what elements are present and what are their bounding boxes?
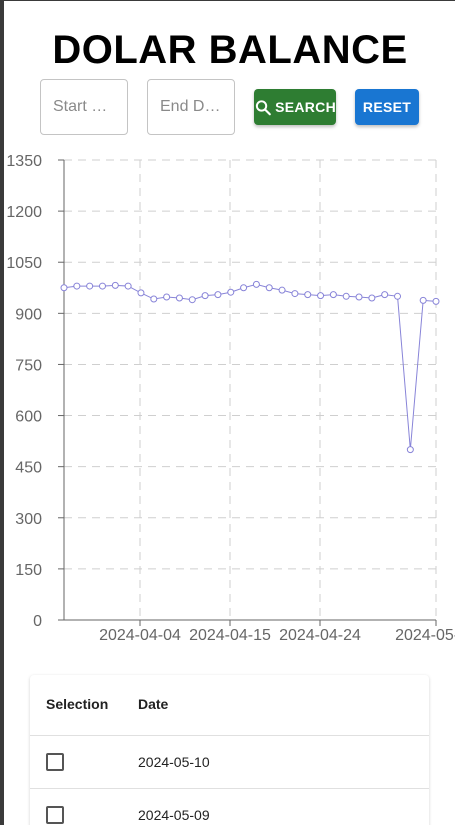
search-icon (255, 99, 271, 115)
data-point (240, 284, 248, 292)
data-point (98, 282, 106, 290)
data-point (86, 282, 94, 290)
data-point (355, 293, 363, 301)
y-tick-label: 1200 (6, 204, 42, 221)
data-point (163, 293, 171, 301)
x-tick-label: 2024-04-24 (279, 627, 361, 644)
y-tick-label: 1050 (6, 255, 42, 272)
data-point (278, 286, 286, 294)
row-date: 2024-05-09 (138, 807, 210, 823)
y-tick-label: 300 (15, 511, 42, 528)
data-point (227, 288, 235, 296)
start-date-placeholder: Start Date (53, 98, 115, 115)
search-button[interactable]: SEARCH (254, 89, 336, 125)
data-point (342, 292, 350, 300)
data-point (317, 292, 325, 300)
reset-button[interactable]: RESET (355, 89, 419, 125)
column-header-selection: Selection (46, 696, 109, 712)
data-point (188, 296, 196, 304)
page-title: DOLAR BALANCE (52, 28, 408, 72)
data-point (265, 284, 273, 292)
data-point (175, 294, 183, 302)
search-button-label: SEARCH (275, 99, 336, 115)
x-tick-label: 2024-04-04 (99, 627, 181, 644)
reset-button-label: RESET (362, 99, 412, 115)
balance-table: Selection Date 2024-05-10 2024-05-09 (30, 675, 429, 825)
data-point (291, 290, 299, 298)
balance-line-chart: 0 150 300 450 600 750 900 1050 1200 1350 2024-04-0… (6, 153, 455, 644)
end-date-input[interactable]: End Date (147, 79, 235, 135)
data-point (150, 295, 158, 303)
data-point (124, 282, 132, 290)
data-point (432, 297, 440, 305)
data-point (137, 289, 145, 297)
x-tick-label: 2024-04-15 (189, 627, 271, 644)
row-divider (30, 788, 429, 789)
y-tick-label: 450 (15, 460, 42, 477)
window-top-edge (0, 0, 455, 1)
data-point (60, 284, 68, 292)
data-point (329, 291, 337, 299)
data-point (394, 292, 402, 300)
column-header-date: Date (138, 696, 169, 712)
data-point (73, 282, 81, 290)
data-point (419, 296, 427, 304)
data-point (201, 292, 209, 300)
y-tick-label: 600 (15, 409, 42, 426)
row-date: 2024-05-10 (138, 754, 210, 770)
series-line-balance (63, 283, 437, 450)
start-date-input[interactable]: Start Date (40, 79, 128, 135)
window-left-edge (0, 0, 4, 825)
x-tick-label: 2024-05-10 (395, 627, 455, 644)
data-point (381, 291, 389, 299)
row-checkbox[interactable] (46, 806, 64, 824)
end-date-placeholder: End Date (160, 98, 222, 115)
data-point (406, 446, 414, 454)
data-point (368, 294, 376, 302)
y-tick-label: 750 (15, 357, 42, 374)
y-tick-label: 150 (15, 562, 42, 579)
row-checkbox[interactable] (46, 753, 64, 771)
data-point (304, 291, 312, 299)
header-divider (30, 735, 429, 736)
y-tick-label: 0 (33, 613, 42, 630)
data-point (252, 280, 260, 288)
data-point (111, 281, 119, 289)
y-tick-label: 900 (15, 306, 42, 323)
data-point (214, 291, 222, 299)
y-tick-label: 1350 (6, 153, 42, 170)
